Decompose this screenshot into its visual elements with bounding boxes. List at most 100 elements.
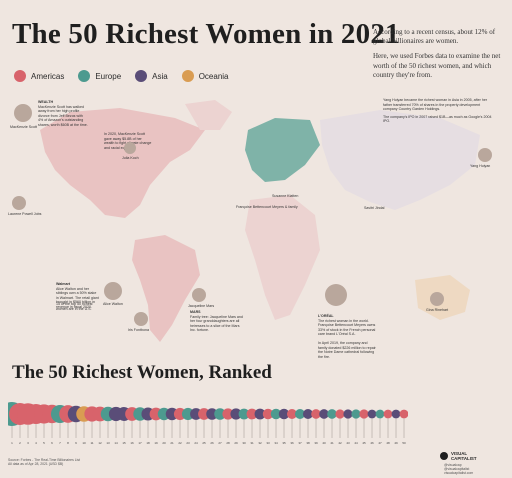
- rank-bubble: [343, 409, 353, 419]
- rank-bubble: [286, 408, 298, 420]
- rank-bubble: [206, 408, 218, 420]
- source-footer: Source: Forbes - The Real-Time Billionai…: [8, 458, 80, 466]
- jacqueline-avatar: [192, 288, 206, 302]
- walmart-note-heading: Walmart: [56, 282, 71, 286]
- rank-bubble: [238, 408, 250, 420]
- alice-label: Alice Walton: [103, 302, 123, 306]
- ranked-chart: 1 2 3 4 5 6 7 8 9 10 11 12 13 14 15 16 17 18 19 20 21 22 23 24 2…: [8, 402, 408, 445]
- yang-note-body: Yang Huiyan became the richest woman in …: [383, 98, 488, 112]
- rank-label: 6: [51, 441, 53, 445]
- rank-label: 34: [274, 441, 278, 445]
- jacqueline-label: Jacqueline Mars: [188, 304, 215, 308]
- rank-bubble: [327, 409, 337, 419]
- walmart-note-body: Alice Walton and her siblings own a 50% …: [56, 286, 99, 309]
- mars-note-heading: MARS: [190, 310, 201, 314]
- yang-note-body-2: The company's IPO in 2007 raised $1B—as …: [383, 114, 492, 124]
- rank-label: 5: [43, 441, 45, 445]
- bettencourt-note: L'ORÉAL The richest woman in the world. …: [318, 314, 376, 359]
- europe-landmass: [245, 118, 320, 182]
- rank-label: 32: [258, 441, 262, 445]
- rank-bubble: [335, 409, 345, 419]
- julia-avatar: [124, 142, 136, 154]
- rank-label: 41: [330, 441, 334, 445]
- rank-label: 33: [266, 441, 270, 445]
- south-america-landmass: [132, 235, 200, 342]
- mars-note: MARS Family tree: Jacqueline Mars and he…: [190, 310, 246, 333]
- yang-label: Yang Huiyan: [470, 164, 491, 168]
- rank-label: 40: [322, 441, 326, 445]
- rank-bubble: [367, 409, 377, 419]
- rank-label: 19: [154, 441, 158, 445]
- source-text: Source: Forbes - The Real-Time Billionai…: [8, 458, 80, 462]
- rank-bubble: [319, 409, 329, 419]
- rank-label: 26: [210, 441, 214, 445]
- rank-label: 4: [35, 441, 37, 445]
- rank-label: 18: [146, 441, 150, 445]
- iris-label: Iris Fontbona: [128, 328, 149, 332]
- rank-label: 44: [354, 441, 358, 445]
- bettencourt-note-body-2: In April 2019, the company and family do…: [318, 340, 376, 359]
- legend-asia: Asia: [135, 70, 168, 82]
- brand-text: VISUAL CAPITALIST: [451, 451, 477, 461]
- rank-label: 42: [338, 441, 342, 445]
- rank-label: 49: [394, 441, 398, 445]
- visual-capitalist-logo: [440, 452, 448, 460]
- legend-europe: Europe: [78, 70, 121, 82]
- legend-americas: Americas: [14, 70, 64, 82]
- region-legend: Americas Europe Asia Oceania: [14, 70, 229, 82]
- rank-label: 48: [386, 441, 390, 445]
- north-america-landmass: [40, 108, 205, 218]
- us-note: 15 of the top 50 richest women are in th…: [56, 302, 93, 311]
- brand: VISUAL CAPITALIST: [440, 451, 477, 461]
- intro-text: According to a recent census, about 12% …: [373, 28, 501, 86]
- social-handle-1: @visualcap: [444, 463, 462, 467]
- section-title: The 50 Richest Women, Ranked: [12, 362, 272, 383]
- susanne-label: Susanne Klatten: [272, 194, 299, 198]
- rank-label: 10: [82, 441, 86, 445]
- rank-label: 37: [298, 441, 302, 445]
- yang-note: Yang Huiyan became the richest woman in …: [383, 98, 495, 124]
- brand-line-1: VISUAL: [451, 451, 468, 456]
- rank-label: 45: [362, 441, 366, 445]
- rank-bubble: [270, 408, 282, 420]
- rank-label: 43: [346, 441, 350, 445]
- legend-europe-label: Europe: [95, 71, 122, 81]
- rank-bubble: [351, 409, 361, 419]
- rank-label: 8: [67, 441, 69, 445]
- rank-label: 11: [90, 441, 93, 445]
- mackenzie-label: MacKenzie Scott: [10, 125, 37, 129]
- rank-label: 15: [122, 441, 126, 445]
- rank-label: 36: [290, 441, 294, 445]
- legend-asia-label: Asia: [152, 71, 168, 81]
- americas-swatch: [14, 70, 26, 82]
- walmart-note: Walmart Alice Walton and her siblings ow…: [56, 282, 100, 310]
- alice-avatar: [104, 282, 122, 300]
- rank-bubble: [198, 408, 210, 420]
- rank-label: 30: [242, 441, 246, 445]
- oceania-swatch: [181, 70, 194, 82]
- yang-avatar: [478, 148, 492, 162]
- rank-label: 47: [378, 441, 382, 445]
- infographic-title: The 50 Richest Women in 2021: [12, 18, 400, 50]
- africa-landmass: [245, 195, 320, 320]
- asia-landmass: [320, 110, 480, 210]
- rank-label: 1: [11, 441, 13, 445]
- francoise-label: Françoise Bettencourt Meyers & family: [236, 205, 298, 209]
- mars-note-body: Family tree: Jacqueline Mars and her fou…: [190, 314, 243, 333]
- rank-label: 9: [75, 441, 77, 445]
- greenland-landmass: [185, 100, 232, 130]
- legend-americas-label: Americas: [31, 71, 65, 81]
- rank-bubble: [375, 409, 385, 419]
- rank-bubble: [278, 408, 290, 420]
- gina-label: Gina Rinehart: [426, 308, 449, 312]
- rank-bubble: [383, 409, 393, 419]
- rank-bubble: [399, 409, 408, 419]
- source-note: All data as of Apr 28, 2021 (USD $B): [8, 462, 64, 466]
- rank-label: 39: [314, 441, 318, 445]
- rank-bubble: [246, 408, 258, 420]
- iris-avatar: [134, 312, 148, 326]
- rank-label: 46: [370, 441, 374, 445]
- rank-label: 22: [178, 441, 182, 445]
- rank-label: 16: [130, 441, 134, 445]
- rank-bubble: [254, 408, 266, 420]
